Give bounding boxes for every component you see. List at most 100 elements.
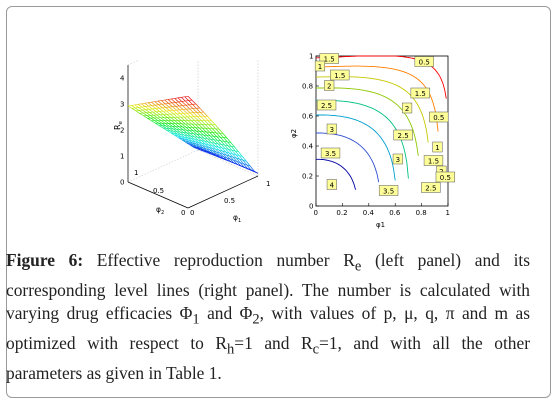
mesh-line bbox=[191, 140, 196, 145]
mesh-line bbox=[197, 120, 203, 125]
contour-label-box bbox=[421, 182, 441, 193]
mesh-line bbox=[211, 145, 216, 147]
mesh-line bbox=[224, 158, 229, 161]
mesh-line bbox=[247, 168, 252, 171]
mesh-line bbox=[162, 110, 168, 115]
mesh-line bbox=[204, 150, 209, 153]
x-tick-label: 0.6 bbox=[389, 209, 401, 217]
mesh-line bbox=[210, 153, 215, 156]
mesh-line bbox=[156, 111, 161, 116]
mesh-line bbox=[191, 120, 196, 125]
mesh-line bbox=[212, 148, 216, 150]
x-tick-2: 1 bbox=[266, 180, 270, 188]
mesh-line bbox=[239, 158, 244, 164]
mesh-line bbox=[191, 140, 196, 142]
contour-label-box bbox=[393, 129, 413, 141]
mesh-line bbox=[155, 122, 160, 126]
z-tick: 1 bbox=[120, 153, 124, 161]
surface-plot: 0 1 2 3 4 Re 0 0.5 1 0 0.5 1 φ1 φ2 bbox=[113, 60, 270, 224]
mesh-line bbox=[221, 147, 226, 149]
mesh-line bbox=[201, 124, 207, 129]
mesh-line bbox=[175, 123, 180, 127]
mesh-line bbox=[214, 142, 219, 148]
mesh-line bbox=[184, 123, 190, 128]
mesh-line bbox=[154, 120, 159, 124]
mesh-line bbox=[141, 106, 146, 110]
mesh-line bbox=[224, 159, 228, 161]
mesh-line bbox=[184, 95, 189, 98]
mesh-line bbox=[203, 111, 208, 117]
mesh-line bbox=[229, 152, 233, 155]
mesh-line bbox=[235, 154, 240, 160]
mesh-line bbox=[204, 140, 209, 143]
mesh-line bbox=[150, 117, 155, 121]
mesh-line bbox=[182, 109, 188, 114]
mesh-line bbox=[166, 130, 171, 134]
mesh-line bbox=[176, 113, 182, 118]
mesh-line bbox=[171, 98, 175, 100]
mesh-line bbox=[195, 143, 200, 146]
contour-label-box bbox=[435, 171, 456, 183]
mesh-line bbox=[169, 113, 175, 118]
mesh-line bbox=[174, 97, 179, 99]
contour-label: 2.5 bbox=[425, 185, 436, 193]
mesh-line bbox=[202, 131, 208, 136]
mesh-line bbox=[187, 120, 193, 125]
mesh-line bbox=[203, 116, 209, 121]
mesh-line bbox=[204, 137, 208, 140]
mesh-line bbox=[174, 98, 179, 103]
mesh-line bbox=[171, 102, 177, 107]
mesh-line bbox=[207, 152, 211, 155]
back-floor-edge bbox=[197, 149, 259, 177]
mesh-line bbox=[167, 98, 172, 100]
mesh-line bbox=[217, 140, 222, 145]
mesh-line bbox=[144, 102, 149, 107]
mesh-line bbox=[227, 145, 232, 147]
mesh-line bbox=[202, 145, 206, 147]
contour-label-box bbox=[414, 56, 434, 67]
mesh-line bbox=[165, 123, 170, 127]
mesh-line bbox=[217, 143, 222, 145]
mesh-line bbox=[155, 108, 160, 112]
mesh-line bbox=[228, 149, 232, 151]
mesh-line bbox=[203, 134, 208, 140]
mesh-line bbox=[151, 101, 155, 103]
mesh-line bbox=[223, 137, 228, 143]
mesh-line bbox=[217, 143, 223, 149]
mesh-line bbox=[214, 146, 220, 151]
mesh-line bbox=[207, 138, 211, 140]
mesh-line bbox=[241, 165, 245, 168]
mesh-line bbox=[207, 120, 213, 125]
mesh-line bbox=[131, 108, 136, 112]
mesh-line bbox=[198, 142, 202, 144]
mesh-line bbox=[166, 114, 171, 118]
mesh-line bbox=[139, 112, 144, 117]
mesh-line bbox=[176, 128, 181, 133]
mesh-line bbox=[227, 145, 233, 151]
mesh-line bbox=[164, 99, 169, 104]
mesh-line bbox=[206, 150, 211, 153]
mesh-line bbox=[141, 103, 146, 107]
mesh-line bbox=[170, 132, 175, 136]
mesh-line bbox=[161, 103, 167, 108]
mesh-line bbox=[201, 140, 206, 145]
back-floor-edge2 bbox=[127, 149, 199, 183]
mesh-line bbox=[231, 161, 235, 164]
mesh-line bbox=[210, 151, 214, 154]
mesh-line bbox=[151, 120, 156, 124]
mesh-line bbox=[195, 103, 200, 109]
mesh-line bbox=[168, 123, 173, 127]
mesh-line bbox=[156, 114, 161, 119]
mesh-line bbox=[227, 160, 232, 163]
mesh-line bbox=[242, 159, 248, 166]
mesh-line bbox=[162, 127, 168, 131]
mesh-line bbox=[214, 139, 218, 141]
mesh-line bbox=[195, 141, 200, 146]
mesh-line bbox=[158, 107, 164, 112]
mesh-line bbox=[168, 106, 174, 111]
mesh-line bbox=[239, 162, 245, 168]
mesh-line bbox=[171, 98, 176, 103]
mesh-line bbox=[211, 142, 216, 147]
mesh-line bbox=[243, 163, 247, 166]
y-tick-label: 0.8 bbox=[302, 83, 313, 91]
